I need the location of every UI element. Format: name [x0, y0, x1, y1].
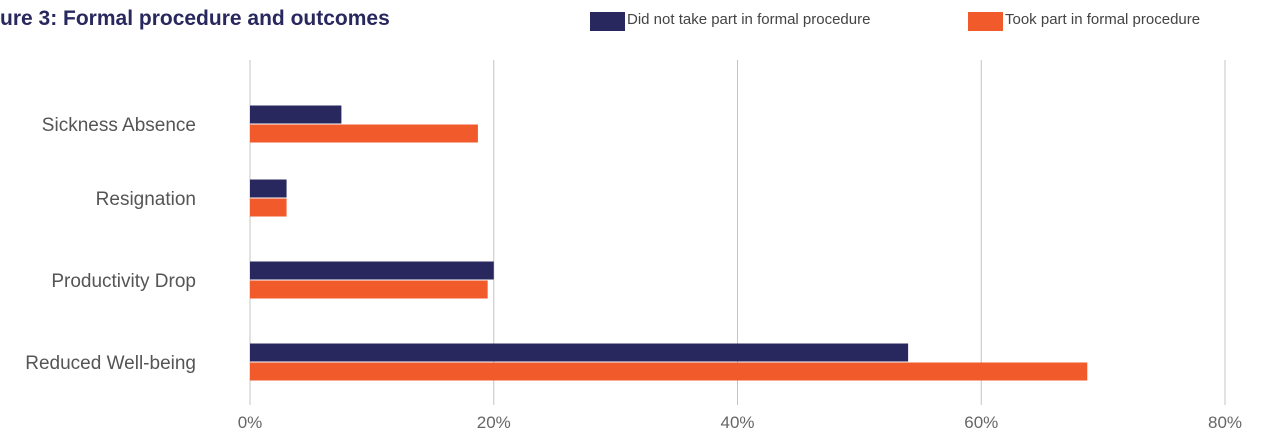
category-labels: Sickness Absence Resignation Productivity … — [25, 115, 196, 374]
legend: Did not take part in formal procedure Too… — [590, 11, 1200, 31]
bar-did-not-take-part-2 — [250, 261, 494, 280]
x-tick-label: 80% — [1208, 413, 1242, 432]
bar-did-not-take-part-3 — [250, 343, 909, 362]
bar-did-not-take-part-0 — [250, 105, 342, 124]
bar-took-part-1 — [250, 198, 287, 217]
x-tick-label: 20% — [477, 413, 511, 432]
x-axis-ticks: 0% 20% 40% 60% 80% — [238, 413, 1242, 432]
legend-label: Took part in formal procedure — [1005, 11, 1200, 28]
category-label: Productivity Drop — [51, 271, 196, 292]
bar-did-not-take-part-1 — [250, 179, 287, 198]
bar-took-part-2 — [250, 280, 488, 299]
bar-took-part-0 — [250, 124, 478, 143]
category-label: Resignation — [96, 189, 196, 210]
category-label: Sickness Absence — [42, 115, 196, 136]
x-tick-label: 0% — [238, 413, 263, 432]
category-label: Reduced Well-being — [25, 353, 196, 374]
legend-label: Did not take part in formal procedure — [627, 11, 870, 28]
legend-swatch — [590, 12, 625, 31]
chart-title: ure 3: Formal procedure and outcomes — [0, 7, 390, 30]
legend-swatch — [968, 12, 1003, 31]
bar-took-part-3 — [250, 362, 1088, 381]
bars — [250, 105, 1088, 381]
x-tick-label: 40% — [720, 413, 754, 432]
x-tick-label: 60% — [964, 413, 998, 432]
